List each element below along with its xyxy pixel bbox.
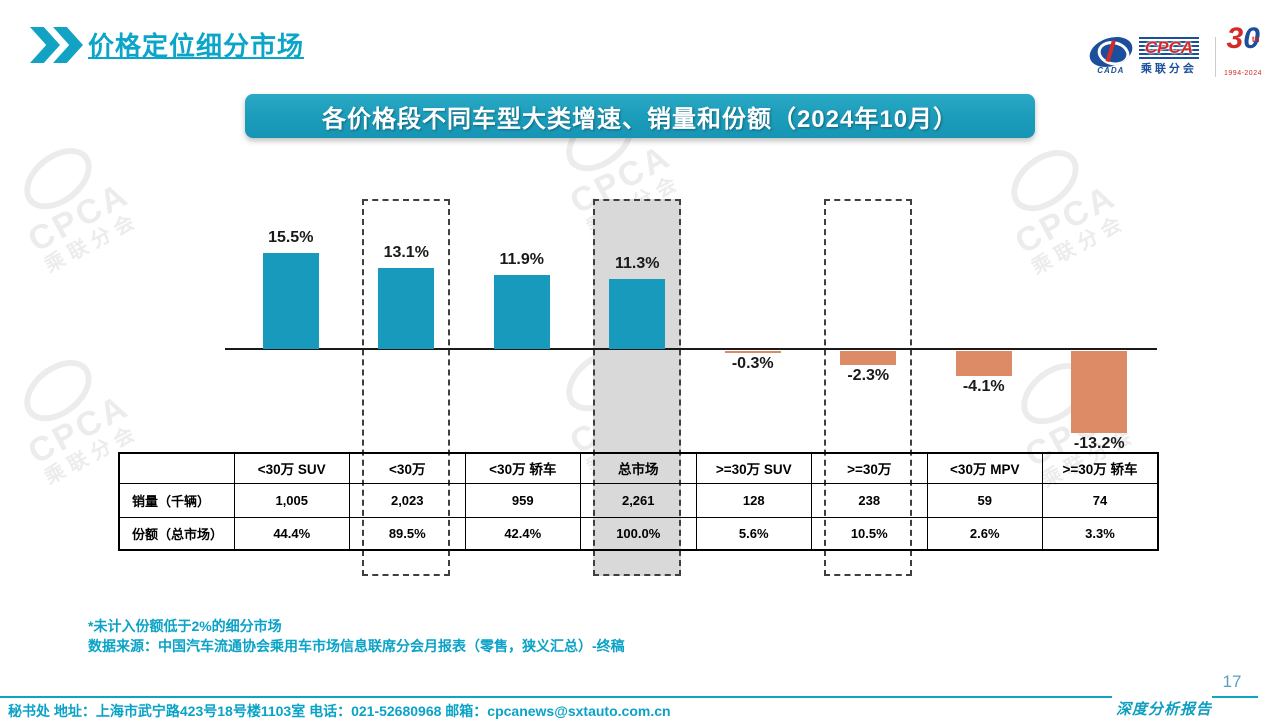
column-header: <30万 轿车: [464, 452, 581, 484]
highlight-box->=30万: [824, 199, 913, 576]
footnote-line1: *未计入份额低于2%的细分市场: [88, 618, 282, 634]
bar-value-label: 13.1%: [383, 243, 429, 261]
share-value: 44.4%: [233, 516, 350, 551]
share-value: 100.0%: [580, 516, 697, 551]
footnote-line2: 数据来源：中国汽车流通协会乘用车市场信息联席分会月报表（零售，狭义汇总）-终稿: [88, 638, 625, 654]
column-header: >=30万 轿车: [1042, 452, 1159, 484]
bar-value-label: 15.5%: [268, 228, 314, 246]
row-label-sales: 销量（千辆）: [118, 482, 235, 518]
anniversary-years: 1994-2024: [1224, 70, 1262, 77]
bar-value-label: 11.9%: [499, 251, 544, 269]
column-header: >=30万: [811, 452, 928, 484]
cada-label: CADA: [1097, 66, 1125, 75]
cpca-text: CPCA: [1138, 37, 1200, 59]
share-value: 89.5%: [349, 516, 466, 551]
table-row-sales: 销量（千辆） 1,005 2,023 959 2,261 128 238 59 …: [118, 482, 1159, 518]
bar-value-label: -4.1%: [962, 378, 1005, 396]
column-header: <30万 MPV: [926, 452, 1043, 484]
bar-chart-plot: 15.5% 13.1% 11.9% 11.3% -0.3% -2.3% -4.1% -13.2…: [225, 199, 1157, 576]
bar-总市场: [609, 278, 666, 349]
bar-value-label: 11.3%: [615, 254, 660, 272]
bar->=30万: [840, 351, 897, 366]
bar-value-label: -2.3%: [847, 367, 890, 385]
data-table: <30万 SUV <30万 <30万 轿车 总市场 >=30万 SUV >=30…: [118, 452, 1159, 551]
anniversary-th: th: [1251, 34, 1260, 44]
anniversary-3: 3: [1226, 22, 1244, 55]
anniversary-30-logo: 30th 1994-2024: [1224, 24, 1262, 89]
bar-<30万 SUV: [262, 252, 319, 349]
title-chevrons-icon: [30, 27, 83, 63]
bar-<30万 MPV: [955, 351, 1012, 377]
bar-<30万: [378, 267, 435, 349]
sales-value: 1,005: [233, 482, 350, 518]
share-value: 42.4%: [464, 516, 581, 551]
logo-divider: [1215, 36, 1217, 77]
chart-title-banner: 各价格段不同车型大类增速、销量和份额（2024年10月）: [245, 94, 1035, 138]
column-header: >=30万 SUV: [695, 452, 812, 484]
highlight-box-<30万: [362, 199, 451, 576]
sales-value: 2,023: [349, 482, 466, 518]
bar->=30万 SUV: [724, 351, 781, 353]
cpca-oval-logo: CADA: [1085, 31, 1137, 75]
row-label-share: 份额（总市场）: [118, 516, 235, 551]
page-number: 17: [1222, 672, 1242, 691]
page-title: 价格定位细分市场: [88, 31, 305, 61]
bar-value-label: -13.2%: [1073, 434, 1125, 452]
share-value: 5.6%: [695, 516, 812, 551]
footer-divider-line: [0, 696, 1112, 698]
x-axis-line: [225, 348, 1157, 350]
share-value: 10.5%: [811, 516, 928, 551]
column-header: <30万 SUV: [233, 452, 350, 484]
sales-value: 74: [1042, 482, 1159, 518]
share-value: 2.6%: [926, 516, 1043, 551]
sales-value: 2,261: [580, 482, 697, 518]
chevron-right-icon: [30, 27, 60, 63]
anniversary-0: 0: [1243, 22, 1260, 55]
table-row-share: 份额（总市场） 44.4% 89.5% 42.4% 100.0% 5.6% 10…: [118, 516, 1159, 551]
table-corner-cell: [118, 452, 235, 484]
footnotes: *未计入份额低于2%的细分市场 数据来源：中国汽车流通协会乘用车市场信息联席分会…: [88, 616, 625, 656]
bar-value-label: -0.3%: [731, 355, 774, 372]
table-header-row: <30万 SUV <30万 <30万 轿车 总市场 >=30万 SUV >=30…: [118, 452, 1159, 484]
share-value: 3.3%: [1042, 516, 1159, 551]
cpca-chinese-text: 乘联分会: [1140, 63, 1197, 75]
chart-title: 各价格段不同车型大类增速、销量和份额（2024年10月）: [321, 105, 959, 133]
bar->=30万 轿车: [1071, 351, 1128, 433]
report-type-label: 深度分析报告: [1116, 702, 1213, 718]
footer-divider-line-right: [1212, 696, 1258, 698]
sales-value: 59: [926, 482, 1043, 518]
contact-info: 秘书处 地址：上海市武宁路423号18号楼1103室 电话：021-526809…: [8, 703, 671, 719]
column-header: 总市场: [580, 452, 697, 484]
sales-value: 238: [811, 482, 928, 518]
sales-value: 128: [695, 482, 812, 518]
sales-value: 959: [464, 482, 581, 518]
cpca-logo: CADA CPCA 乘联分会 30th 1994-2024: [1085, 24, 1262, 89]
bar-<30万 轿车: [493, 275, 550, 349]
cpca-wordmark: CPCA 乘联分会: [1138, 37, 1200, 76]
column-header: <30万: [349, 452, 466, 484]
